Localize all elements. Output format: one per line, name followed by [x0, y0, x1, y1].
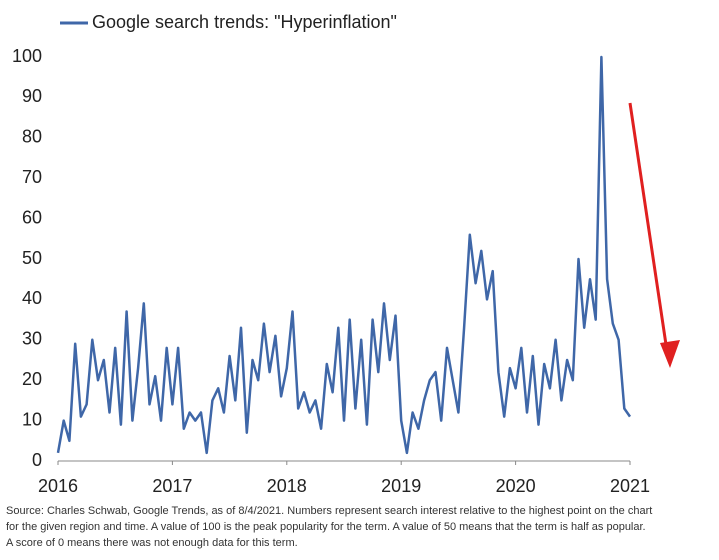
y-tick-label: 30	[22, 329, 42, 349]
y-tick-label: 90	[22, 86, 42, 106]
series-line	[56, 55, 632, 455]
arrow-head	[660, 340, 680, 368]
x-tick-label: 2019	[381, 476, 421, 496]
legend-label: Google search trends: "Hyperinflation"	[92, 12, 397, 32]
y-tick-label: 0	[32, 450, 42, 470]
y-tick-label: 10	[22, 409, 42, 429]
x-tick-label: 2018	[267, 476, 307, 496]
y-tick-label: 100	[12, 46, 42, 66]
source-line: Source: Charles Schwab, Google Trends, a…	[6, 505, 652, 517]
y-tick-label: 20	[22, 369, 42, 389]
x-tick-label: 2016	[38, 476, 78, 496]
x-tick-label: 2020	[496, 476, 536, 496]
x-tick-label: 2017	[152, 476, 192, 496]
y-tick-label: 80	[22, 127, 42, 147]
x-tick-label: 2021	[610, 476, 650, 496]
y-tick-label: 50	[22, 248, 42, 268]
arrow-shaft	[628, 102, 670, 359]
y-tick-label: 70	[22, 167, 42, 187]
y-tick-label: 40	[22, 288, 42, 308]
source-line: A score of 0 means there was not enough …	[6, 537, 298, 549]
source-line: for the given region and time. A value o…	[6, 521, 646, 533]
y-tick-label: 60	[22, 207, 42, 227]
